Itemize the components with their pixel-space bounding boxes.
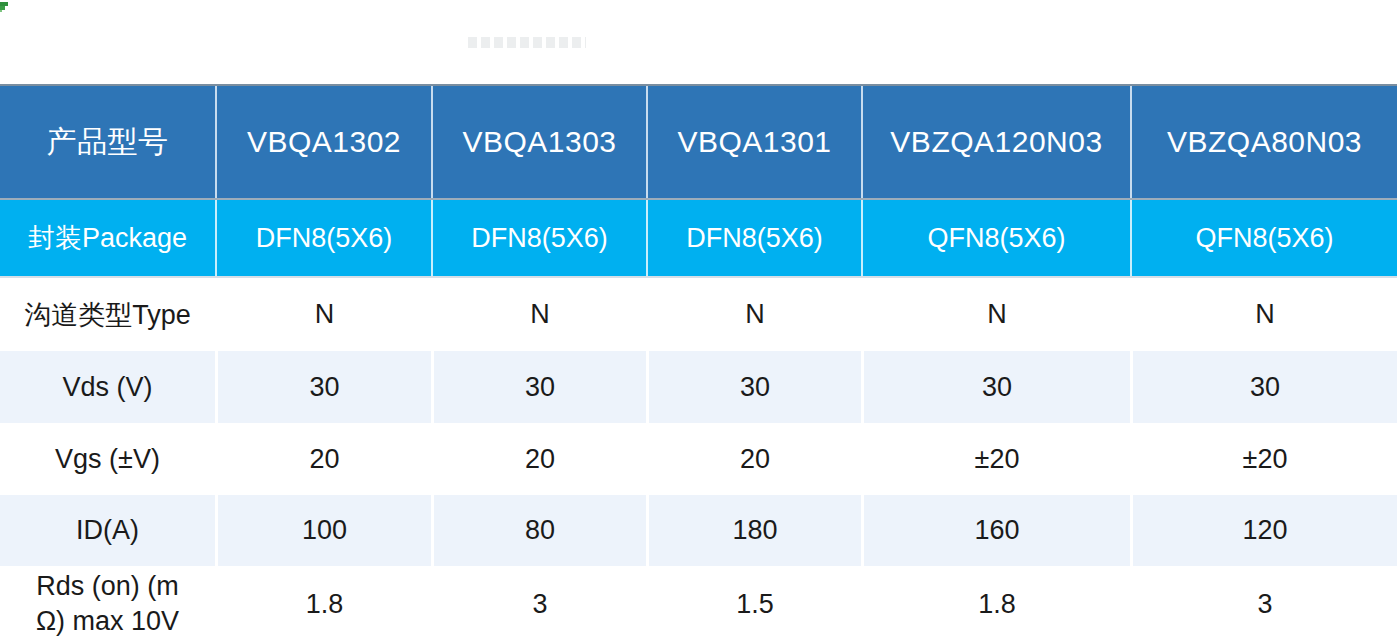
- spec-row-label: Vds (V): [0, 351, 215, 423]
- spec-row-channel-type: 沟道类型Type N N N N N: [0, 276, 1397, 351]
- package-value: DFN8(5X6): [646, 200, 861, 276]
- package-row-label: 封装Package: [0, 200, 215, 276]
- spec-value: 30: [861, 351, 1130, 423]
- header-cell-model-4: VBZQA120N03: [861, 86, 1130, 198]
- header-cell-model-1: VBQA1302: [215, 86, 431, 198]
- package-value: DFN8(5X6): [215, 200, 431, 276]
- spec-value: 30: [646, 351, 861, 423]
- spec-value: 180: [646, 495, 861, 566]
- spec-value: 1.8: [861, 566, 1130, 642]
- spec-value: 1.8: [215, 566, 431, 642]
- package-value: QFN8(5X6): [1130, 200, 1397, 276]
- spec-value: N: [215, 278, 431, 351]
- spec-value: 20: [215, 423, 431, 495]
- spec-value: N: [861, 278, 1130, 351]
- table-header-row: 产品型号 VBQA1302 VBQA1303 VBQA1301 VBZQA120…: [0, 86, 1397, 198]
- spec-value: N: [431, 278, 646, 351]
- spec-value: 30: [1130, 351, 1397, 423]
- spec-value: 1.5: [646, 566, 861, 642]
- spec-value: ±20: [861, 423, 1130, 495]
- spec-row-label: Vgs (±V): [0, 423, 215, 495]
- spec-row-id: ID(A) 100 80 180 160 120: [0, 495, 1397, 566]
- header-cell-model-2: VBQA1303: [431, 86, 646, 198]
- faint-watermark: [468, 37, 586, 48]
- spec-value: 120: [1130, 495, 1397, 566]
- spec-value: 80: [431, 495, 646, 566]
- spec-value: 3: [431, 566, 646, 642]
- spec-value: 160: [861, 495, 1130, 566]
- spec-row-vds: Vds (V) 30 30 30 30 30: [0, 351, 1397, 423]
- corner-mark-icon: [0, 0, 10, 12]
- header-cell-model-3: VBQA1301: [646, 86, 861, 198]
- package-value: DFN8(5X6): [431, 200, 646, 276]
- package-value: QFN8(5X6): [861, 200, 1130, 276]
- spec-row-vgs: Vgs (±V) 20 20 20 ±20 ±20: [0, 423, 1397, 495]
- spec-row-label: ID(A): [0, 495, 215, 566]
- package-row: 封装Package DFN8(5X6) DFN8(5X6) DFN8(5X6) …: [0, 198, 1397, 276]
- spec-row-label: 沟道类型Type: [0, 278, 215, 351]
- spec-value: 30: [431, 351, 646, 423]
- product-spec-table: 产品型号 VBQA1302 VBQA1303 VBQA1301 VBZQA120…: [0, 84, 1397, 642]
- spec-value: 20: [431, 423, 646, 495]
- page: 产品型号 VBQA1302 VBQA1303 VBQA1301 VBZQA120…: [0, 0, 1397, 642]
- spec-value: ±20: [1130, 423, 1397, 495]
- spec-value: 30: [215, 351, 431, 423]
- spec-value: N: [1130, 278, 1397, 351]
- header-cell-model-5: VBZQA80N03: [1130, 86, 1397, 198]
- spec-value: 3: [1130, 566, 1397, 642]
- spec-row-rds-on: Rds (on) (m Ω) max 10V 1.8 3 1.5 1.8 3: [0, 566, 1397, 642]
- spec-value: N: [646, 278, 861, 351]
- spec-value: 20: [646, 423, 861, 495]
- header-cell-product-model: 产品型号: [0, 86, 215, 198]
- spec-value: 100: [215, 495, 431, 566]
- spec-row-label: Rds (on) (m Ω) max 10V: [0, 566, 215, 642]
